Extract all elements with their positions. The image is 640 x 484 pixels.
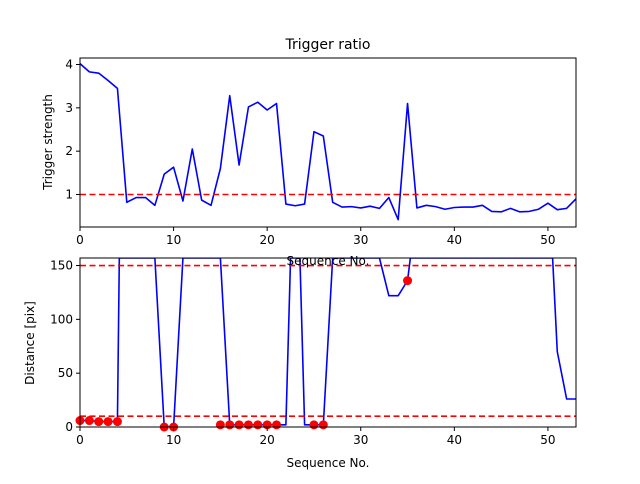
data-point-marker xyxy=(253,420,263,430)
x-tick-label: 30 xyxy=(353,233,368,247)
x-tick-label: 20 xyxy=(260,433,275,447)
y-tick-label: 0 xyxy=(65,420,73,434)
data-point-marker xyxy=(318,420,328,430)
data-point-marker xyxy=(243,420,253,430)
y-tick-label: 2 xyxy=(65,144,73,158)
trigger-ratio-chart: Trigger ratio 0 10 20 30 40 50 1 2 3 4 Trigger st… xyxy=(41,37,577,268)
data-point-marker xyxy=(84,416,94,426)
data-point-marker xyxy=(112,417,122,427)
axes-frame xyxy=(79,257,577,428)
x-tick-label: 0 xyxy=(76,233,84,247)
y-tick-label: 3 xyxy=(65,101,73,115)
y-tick-label: 150 xyxy=(50,259,73,273)
y-tick-label: 100 xyxy=(50,312,73,326)
series-line xyxy=(80,63,576,221)
x-tick-label: 50 xyxy=(540,433,555,447)
data-point-marker xyxy=(215,420,225,430)
x-tick-label: 40 xyxy=(447,433,462,447)
y-tick-label: 1 xyxy=(65,188,73,202)
x-axis-label: Sequence No. xyxy=(287,254,370,268)
x-axis-label: Sequence No. xyxy=(287,456,370,470)
data-point-marker xyxy=(103,417,113,427)
data-point-marker xyxy=(234,420,244,430)
x-tick-label: 30 xyxy=(353,433,368,447)
y-axis-label: Distance [pix] xyxy=(23,301,37,385)
x-tick-label: 10 xyxy=(166,233,181,247)
x-tick-label: 40 xyxy=(447,233,462,247)
data-point-marker xyxy=(403,276,413,286)
x-tick-label: 10 xyxy=(166,433,181,447)
y-tick-label: 4 xyxy=(65,58,73,72)
y-axis-label: Trigger strength xyxy=(41,94,55,191)
plot-area: 0 10 20 30 40 50 1 2 3 4 xyxy=(65,57,577,247)
data-point-marker xyxy=(309,420,319,430)
distance-chart: 0 10 20 30 40 50 0 50 100 150 Distance [pix] Sequ… xyxy=(23,257,577,470)
data-point-marker xyxy=(225,420,235,430)
y-tick-label: 50 xyxy=(58,366,73,380)
axes-frame xyxy=(79,57,577,228)
data-point-marker xyxy=(272,420,282,430)
plot-area: 0 10 20 30 40 50 0 50 100 150 xyxy=(50,257,577,447)
plot-content xyxy=(80,63,576,221)
data-point-marker xyxy=(94,417,104,427)
x-tick-label: 50 xyxy=(540,233,555,247)
x-tick-label: 0 xyxy=(76,433,84,447)
x-tick-label: 20 xyxy=(260,233,275,247)
chart-title: Trigger ratio xyxy=(284,37,370,53)
